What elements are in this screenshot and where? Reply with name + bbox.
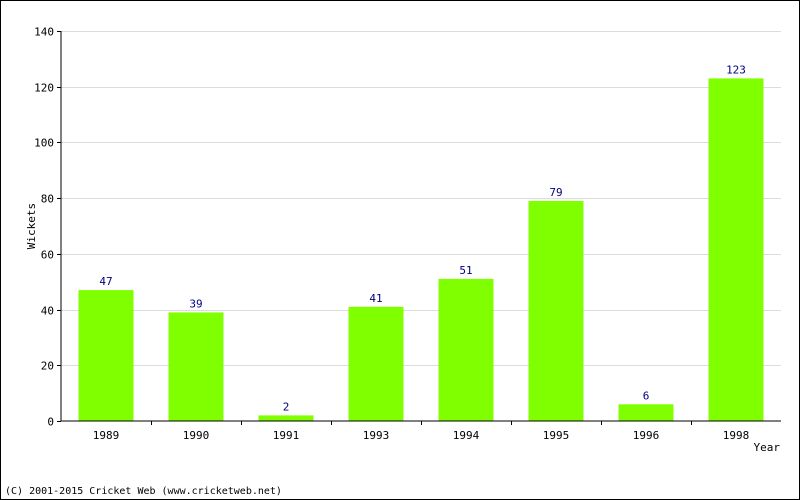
- bar: [528, 200, 584, 421]
- y-tick-label: 140: [34, 26, 54, 39]
- bar-value-label: 41: [369, 292, 382, 305]
- y-tick-label: 40: [41, 305, 54, 318]
- bar-value-label: 47: [99, 275, 112, 288]
- x-tick-label: 1994: [453, 429, 480, 442]
- y-axis-title: Wickets: [25, 203, 38, 249]
- y-tick-label: 0: [47, 416, 54, 429]
- x-tick-label: 1990: [183, 429, 210, 442]
- bar: [258, 415, 314, 421]
- labels: 0 20 40 60 80 100 120 140 47 1989 39 1990 2 1991 41 199…: [34, 26, 749, 443]
- bars: [78, 78, 764, 422]
- bar-value-label: 39: [189, 297, 202, 310]
- copyright-text: (C) 2001-2015 Cricket Web (www.cricketwe…: [5, 486, 282, 497]
- grid-lines: [61, 31, 781, 366]
- bar: [438, 278, 494, 421]
- bar: [348, 306, 404, 421]
- bar-value-label: 51: [459, 264, 472, 277]
- bar-value-label: 6: [643, 389, 650, 402]
- y-tick-label: 100: [34, 137, 54, 150]
- bar-value-label: 123: [726, 63, 746, 76]
- bar: [708, 78, 764, 422]
- y-tick-label: 60: [41, 249, 54, 262]
- y-tick-label: 80: [41, 193, 54, 206]
- axes: [57, 31, 781, 425]
- bar: [168, 312, 224, 421]
- bar-value-label: 2: [283, 400, 290, 413]
- x-tick-label: 1989: [93, 429, 120, 442]
- x-tick-label: 1996: [633, 429, 660, 442]
- bar-value-label: 79: [549, 186, 562, 199]
- bar: [78, 290, 134, 421]
- y-tick-label: 20: [41, 360, 54, 373]
- x-tick-label: 1991: [273, 429, 300, 442]
- x-tick-label: 1995: [543, 429, 570, 442]
- bar: [618, 404, 674, 421]
- y-tick-label: 120: [34, 82, 54, 95]
- x-tick-label: 1993: [363, 429, 390, 442]
- x-axis-title: Year: [754, 441, 781, 454]
- x-tick-label: 1998: [723, 429, 750, 442]
